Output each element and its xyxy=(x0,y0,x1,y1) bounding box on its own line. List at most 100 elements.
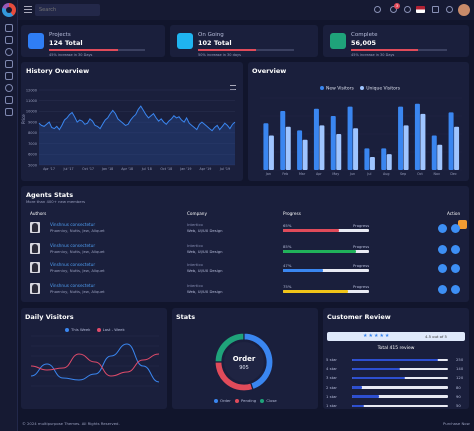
agent-company-role: Web, UI/UX Design xyxy=(187,268,223,273)
bar-unique-visitors[interactable] xyxy=(353,128,359,170)
legend-dot xyxy=(320,86,324,90)
progress-percent: 75% xyxy=(283,284,292,289)
bar-new-visitors[interactable] xyxy=(330,116,336,170)
daily-visitors-chart xyxy=(30,335,160,387)
review-star-label: 4 star xyxy=(326,366,337,372)
legend-dot xyxy=(96,328,101,332)
review-count: 250 xyxy=(456,357,464,362)
legend-label: Order xyxy=(220,398,231,403)
x-tick-label: Aug xyxy=(383,172,389,176)
agent-name[interactable]: Vinshnus consectetur xyxy=(50,262,96,267)
bar-unique-visitors[interactable] xyxy=(454,126,460,170)
review-progress-bar xyxy=(352,376,448,380)
edit-icon[interactable] xyxy=(451,264,460,273)
bar-unique-visitors[interactable] xyxy=(403,125,409,170)
bell-icon[interactable] xyxy=(390,6,397,13)
bar-unique-visitors[interactable] xyxy=(386,154,392,170)
bar-unique-visitors[interactable] xyxy=(336,134,342,170)
fullscreen-icon[interactable] xyxy=(374,6,381,13)
chat-icon[interactable] xyxy=(404,6,411,13)
bar-unique-visitors[interactable] xyxy=(268,135,274,170)
stat-card-ongoing: On Going 102 Total 50% increase in 30 da… xyxy=(170,25,318,57)
search-input[interactable] xyxy=(35,4,100,16)
edit-icon[interactable] xyxy=(451,285,460,294)
bar-unique-visitors[interactable] xyxy=(437,144,443,170)
review-star-label: 1 star xyxy=(326,393,337,399)
bar-unique-visitors[interactable] xyxy=(302,139,308,170)
bar-new-visitors[interactable] xyxy=(313,108,319,170)
edit-icon[interactable] xyxy=(451,224,460,233)
bar-new-visitors[interactable] xyxy=(364,148,370,170)
headphones-icon[interactable] xyxy=(5,96,13,104)
progress-percent: 65% xyxy=(283,223,292,228)
graduation-cap-icon xyxy=(330,33,346,49)
menu-icon[interactable] xyxy=(24,6,32,7)
review-progress-bar xyxy=(352,404,448,407)
bar-unique-visitors[interactable] xyxy=(369,157,375,170)
grid-icon[interactable] xyxy=(5,72,13,80)
y-axis-label: Price xyxy=(21,114,26,124)
bar-new-visitors[interactable] xyxy=(347,106,353,170)
alert-icon[interactable] xyxy=(5,108,13,116)
view-icon[interactable] xyxy=(438,264,447,273)
footer-copyright: © 2024 multipurpose Themes. All Rights R… xyxy=(22,421,120,426)
edit-icon[interactable] xyxy=(5,36,13,44)
x-tick-label: Jan '18 xyxy=(101,167,113,171)
agent-name[interactable]: Vinshnus consectetur xyxy=(50,283,96,288)
avatar[interactable] xyxy=(458,4,470,16)
view-icon[interactable] xyxy=(438,245,447,254)
y-tick-label: 12000 xyxy=(26,88,37,92)
file-icon xyxy=(28,33,44,49)
x-tick-label: Mar xyxy=(299,172,306,176)
agent-name[interactable]: Vinshnus consectetur xyxy=(50,222,96,227)
stat-subtext: 45% increase in 30 Days xyxy=(49,53,93,57)
line-this-week xyxy=(30,343,160,383)
x-tick-label: Apr '18 xyxy=(121,167,133,171)
progress-label: Progress xyxy=(353,284,370,289)
agent-progress-bar xyxy=(283,269,369,272)
bar-new-visitors[interactable] xyxy=(263,123,269,170)
bar-new-visitors[interactable] xyxy=(398,106,404,170)
history-chart: 12000 11000 10000 9000 8000 7000 6000 5000 Apr '… xyxy=(21,88,236,171)
list-icon[interactable] xyxy=(5,60,13,68)
bar-new-visitors[interactable] xyxy=(297,130,303,170)
x-tick-label: Apr '19 xyxy=(200,167,212,171)
settings-icon[interactable] xyxy=(446,6,453,13)
slice-order[interactable] xyxy=(243,332,274,391)
progress-percent: 47% xyxy=(283,263,292,268)
share-icon xyxy=(177,33,193,49)
user-icon[interactable] xyxy=(5,84,13,92)
agent-name[interactable]: Vinshnus consectetur xyxy=(50,243,96,248)
clock-icon[interactable] xyxy=(5,48,13,56)
history-overview-card: History Overview 12000 11000 10000 9000 8000… xyxy=(21,62,243,181)
legend-label: Pending xyxy=(241,398,257,403)
review-star-label: 2 star xyxy=(326,384,337,390)
card-title: Agents Stats xyxy=(26,191,74,199)
bar-unique-visitors[interactable] xyxy=(420,113,426,170)
agent-avatar xyxy=(30,222,40,233)
bar-new-visitors[interactable] xyxy=(414,103,420,170)
overview-card: Overview New Visitors Unique Visitors Ja… xyxy=(248,62,469,181)
stat-label: Complete xyxy=(351,32,378,38)
x-tick-label: Feb xyxy=(282,172,288,176)
flag-icon[interactable] xyxy=(416,6,425,13)
x-tick-label: Apr '17 xyxy=(43,167,55,171)
legend: This Week Last - Week xyxy=(65,327,125,332)
slice-pending[interactable] xyxy=(214,361,254,392)
bar-new-visitors[interactable] xyxy=(431,135,437,170)
bar-new-visitors[interactable] xyxy=(381,148,387,170)
view-icon[interactable] xyxy=(438,224,447,233)
view-icon[interactable] xyxy=(438,285,447,294)
purchase-link[interactable]: Purchase Now xyxy=(443,421,470,426)
bar-unique-visitors[interactable] xyxy=(319,125,325,170)
bar-new-visitors[interactable] xyxy=(280,110,286,170)
bar-unique-visitors[interactable] xyxy=(285,126,291,170)
dashboard-icon[interactable] xyxy=(5,24,13,32)
stats-donut-chart: Order 905 xyxy=(214,332,274,392)
edit-icon[interactable] xyxy=(451,245,460,254)
logo-icon[interactable] xyxy=(2,3,16,17)
expand-icon[interactable] xyxy=(432,6,439,13)
bar-new-visitors[interactable] xyxy=(448,112,454,170)
chart-menu-icon[interactable] xyxy=(230,85,236,90)
settings-float-icon[interactable] xyxy=(458,220,467,229)
